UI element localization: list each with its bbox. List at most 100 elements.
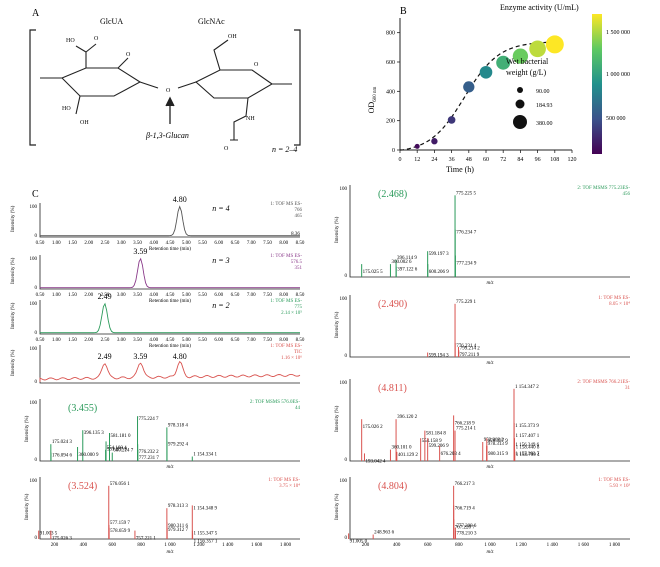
lc-xtick-label: 1.00 bbox=[52, 293, 61, 298]
ms-xlabel: m/z bbox=[487, 465, 494, 470]
panel-b-ytick-label: 0 bbox=[392, 148, 395, 154]
panel-b-axis-lines bbox=[399, 18, 572, 151]
ms-axis bbox=[349, 379, 630, 462]
lc-xlabel: Retention time (min) bbox=[149, 299, 191, 304]
glycosidic-o-label: O bbox=[166, 88, 171, 94]
ms-xlabel: m/z bbox=[487, 361, 494, 366]
lc-xtick-label: 6.00 bbox=[214, 241, 223, 246]
ms-peak-label: 978.313 9 bbox=[488, 442, 509, 447]
lc-axis bbox=[39, 300, 300, 335]
ms-peak-label: 600.206 9 bbox=[429, 270, 450, 275]
lc-xtick-label: 3.50 bbox=[133, 338, 142, 343]
panel-b-data-point bbox=[431, 138, 438, 145]
ms-intensity-label: Intensity (%) bbox=[335, 493, 340, 520]
ms-peak-label: 248.963 6 bbox=[374, 531, 395, 536]
ms-info-1: 1: TOF MS ES- bbox=[598, 478, 630, 483]
ms-xtick-label: 1 600 bbox=[251, 543, 263, 548]
ms-axis bbox=[349, 295, 630, 358]
lc-xtick-label: 8.00 bbox=[279, 293, 288, 298]
ms-ytick-label: 0 bbox=[35, 536, 38, 541]
ms-xtick-label: 1 800 bbox=[280, 543, 292, 548]
repeat-label: n = 2–4 bbox=[272, 145, 297, 154]
ms-tag: (2.468) bbox=[378, 189, 407, 200]
panel-b-xtick-label: 0 bbox=[399, 157, 402, 163]
ms-intensity-label: Intensity (%) bbox=[25, 493, 30, 520]
ms-peak-label: 175.026 2 bbox=[363, 425, 384, 430]
size-legend-dot-small bbox=[517, 87, 523, 93]
lc-info-3: 1.16 × 10⁶ bbox=[281, 355, 302, 361]
ms-peak-label: 401.129 2 bbox=[398, 453, 419, 458]
ms-peak-label: 360.101 0 bbox=[391, 446, 412, 451]
panel-b-xtick-label: 72 bbox=[500, 157, 506, 163]
lc-xtick-label: 0.50 bbox=[36, 241, 45, 246]
ms-peak-label: 599.197 3 bbox=[429, 252, 450, 257]
oh-label-1: OH bbox=[80, 120, 89, 126]
ms-peak-label: 775.224 7 bbox=[139, 417, 160, 422]
ms-ytick-label: 0 bbox=[345, 274, 348, 279]
lc-ytick-label: 0 bbox=[35, 234, 38, 239]
panel-c-canvas: C 100 0 Intensity (%) 4.80 n = 4 1: TOF MS ES… bbox=[11, 185, 631, 555]
ms-xlabel: m/z bbox=[487, 550, 494, 555]
ms-ytick-label: 0 bbox=[345, 458, 348, 463]
size-legend-value-2: 380.00 bbox=[536, 121, 553, 127]
ms-peak-label: 554.160 4 bbox=[107, 446, 128, 451]
ms-xtick-label: 800 bbox=[455, 543, 463, 548]
lc-ytick-label: 100 bbox=[30, 347, 38, 352]
ms-peak-label: 978.313 3 bbox=[168, 504, 189, 509]
ms-ytick-label: 0 bbox=[345, 354, 348, 359]
ms-ytick-label: 100 bbox=[30, 401, 38, 406]
lc-info-1: 1: TOF MS ES- bbox=[270, 344, 302, 349]
lc-info-3: 2.14 × 10⁵ bbox=[281, 310, 302, 316]
lc-peak-label: 3.59 bbox=[133, 352, 147, 361]
ms-ytick-label: 0 bbox=[35, 458, 38, 463]
panel-b-data-point bbox=[545, 35, 564, 54]
ho-label-1: HO bbox=[66, 38, 75, 44]
ms-peak-label: 557.207 9 bbox=[107, 447, 128, 452]
ms-xtick-label: 1 600 bbox=[578, 543, 590, 548]
ms-axis bbox=[349, 185, 630, 278]
lc-xtick-label: 4.00 bbox=[149, 293, 158, 298]
panel-a-structure: A GlcUA GlcNAc HO O HO OH O O β-1,3-Gluc… bbox=[29, 8, 301, 154]
lc-xtick-label: 2.00 bbox=[84, 338, 93, 343]
ms-xtick-label: 400 bbox=[80, 543, 88, 548]
ms-peak-label: 91.003 5 bbox=[40, 532, 58, 537]
lc-xtick-label: 8.50 bbox=[296, 293, 305, 298]
size-legend-value-0: 90.00 bbox=[536, 89, 550, 95]
ms-info-2: 5.93 × 10³ bbox=[609, 483, 630, 489]
lc-trace bbox=[39, 302, 300, 334]
size-legend-dot-medium bbox=[515, 99, 525, 109]
ms-peak-label: 978.318 4 bbox=[168, 423, 189, 428]
color-legend-title: Enzyme activity (U/mL) bbox=[500, 3, 579, 12]
ms-xtick-label: 600 bbox=[108, 543, 116, 548]
lc-xtick-label: 2.50 bbox=[101, 293, 110, 298]
lc-xlabel: Retention time (min) bbox=[149, 344, 191, 349]
panel-b-data-point bbox=[479, 65, 493, 79]
lc-ytick-label: 100 bbox=[30, 205, 38, 210]
lc-xtick-label: 4.50 bbox=[166, 241, 175, 246]
ms-xtick-label: 200 bbox=[362, 543, 370, 548]
ms-xtick-label: 1 200 bbox=[193, 543, 205, 548]
ms-xtick-label: 1 400 bbox=[547, 543, 559, 548]
ms-peak-label: 193.042 4 bbox=[365, 459, 386, 464]
lc-peak-label: 2.49 bbox=[98, 292, 112, 301]
lc-xtick-label: 4.50 bbox=[166, 338, 175, 343]
ms-peak-label: 775.214 1 bbox=[456, 427, 477, 432]
o-label-2: O bbox=[126, 52, 131, 58]
lc-xtick-label: 2.00 bbox=[84, 293, 93, 298]
ms-tag: (3.455) bbox=[68, 403, 97, 414]
o-label-4: O bbox=[224, 146, 229, 152]
ms-peak-label: 1 154.334 1 bbox=[193, 453, 217, 458]
lc-xtick-label: 6.00 bbox=[214, 293, 223, 298]
glcua-label: GlcUA bbox=[100, 17, 123, 26]
lc-ytick-label: 0 bbox=[35, 286, 38, 291]
lc-n-label: n = 2 bbox=[212, 301, 229, 310]
o-label-1: O bbox=[94, 36, 99, 42]
lc-intensity-label: Intensity (%) bbox=[11, 257, 16, 284]
ms-peak-label: 396.120 2 bbox=[397, 415, 418, 420]
lc-xtick-label: 8.50 bbox=[296, 338, 305, 343]
ms-peak-label: 953.268 2 bbox=[484, 438, 505, 443]
lc-xtick-label: 2.50 bbox=[101, 338, 110, 343]
ms-peak-label: 777.231 7 bbox=[139, 456, 160, 461]
ms-peak-label: 599.194 3 bbox=[429, 354, 450, 359]
